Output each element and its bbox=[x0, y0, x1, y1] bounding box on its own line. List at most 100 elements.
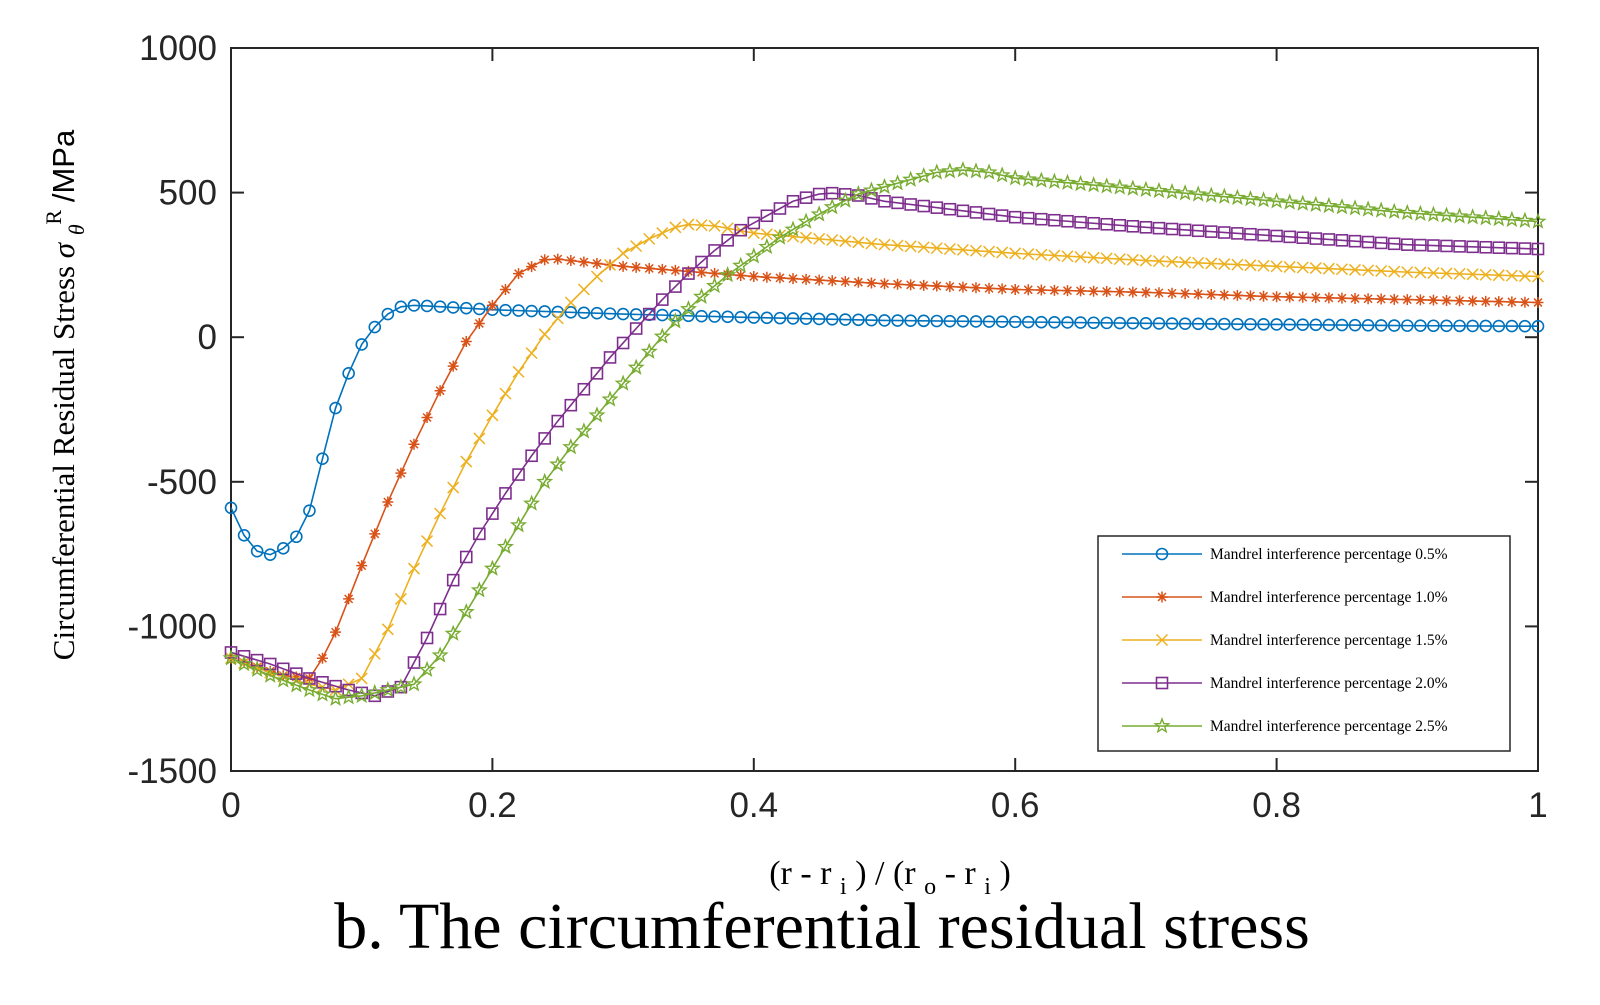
marker bbox=[1087, 251, 1100, 264]
marker bbox=[276, 542, 290, 555]
marker bbox=[760, 209, 774, 223]
marker bbox=[340, 688, 358, 705]
marker bbox=[930, 242, 943, 255]
marker bbox=[891, 196, 904, 210]
marker bbox=[1022, 284, 1034, 296]
marker bbox=[1215, 187, 1233, 204]
marker bbox=[1437, 206, 1456, 223]
marker bbox=[1152, 221, 1166, 235]
marker bbox=[1137, 180, 1155, 197]
figure-caption: b. The circumferential residual stress bbox=[334, 890, 1310, 963]
marker bbox=[1518, 270, 1531, 283]
marker bbox=[995, 209, 1009, 222]
marker bbox=[499, 487, 512, 500]
marker bbox=[1032, 171, 1050, 188]
marker bbox=[1359, 200, 1377, 217]
marker bbox=[1061, 250, 1074, 263]
marker bbox=[708, 244, 721, 257]
marker bbox=[407, 562, 421, 575]
marker bbox=[839, 235, 852, 248]
marker bbox=[812, 187, 826, 201]
marker bbox=[1045, 172, 1063, 189]
marker bbox=[1466, 240, 1479, 254]
marker bbox=[931, 280, 943, 292]
marker bbox=[1453, 240, 1466, 253]
marker bbox=[1231, 227, 1244, 240]
marker bbox=[1309, 262, 1322, 275]
marker bbox=[1035, 315, 1048, 329]
marker bbox=[1427, 319, 1440, 333]
marker bbox=[1322, 262, 1335, 275]
marker bbox=[627, 358, 645, 375]
marker bbox=[1074, 215, 1087, 229]
marker bbox=[405, 675, 423, 692]
marker bbox=[617, 260, 629, 272]
marker bbox=[1349, 292, 1361, 304]
marker bbox=[747, 311, 761, 324]
marker bbox=[1061, 214, 1074, 228]
marker bbox=[330, 626, 342, 638]
marker bbox=[1218, 317, 1231, 331]
marker bbox=[666, 312, 684, 329]
marker bbox=[1150, 181, 1168, 199]
marker bbox=[1375, 293, 1387, 305]
marker bbox=[1218, 226, 1231, 239]
marker bbox=[758, 237, 776, 255]
marker bbox=[564, 306, 578, 319]
marker bbox=[1165, 317, 1179, 330]
marker bbox=[1519, 296, 1531, 308]
marker bbox=[852, 189, 865, 202]
marker bbox=[1113, 218, 1127, 232]
marker bbox=[1271, 291, 1283, 303]
legend-label: Mandrel interference percentage 2.0% bbox=[1210, 675, 1448, 692]
marker bbox=[496, 537, 515, 555]
marker bbox=[1385, 202, 1403, 219]
marker bbox=[1231, 258, 1244, 271]
marker bbox=[1411, 204, 1429, 221]
marker bbox=[787, 273, 799, 285]
marker bbox=[1372, 201, 1390, 218]
marker bbox=[1492, 269, 1505, 282]
marker bbox=[1074, 316, 1087, 329]
marker bbox=[1310, 292, 1322, 304]
marker bbox=[852, 236, 865, 249]
marker bbox=[433, 300, 447, 314]
marker bbox=[1035, 248, 1048, 261]
marker bbox=[1139, 254, 1152, 267]
marker bbox=[865, 277, 877, 289]
marker bbox=[1191, 224, 1205, 238]
marker bbox=[588, 406, 606, 423]
marker bbox=[1019, 170, 1037, 187]
marker bbox=[1427, 266, 1440, 280]
marker bbox=[1021, 211, 1035, 225]
marker bbox=[1477, 209, 1495, 226]
legend-entry: Mandrel interference percentage 0.5% bbox=[1122, 546, 1448, 563]
marker bbox=[799, 191, 813, 204]
marker bbox=[1124, 179, 1142, 196]
marker bbox=[930, 314, 944, 328]
marker bbox=[577, 283, 590, 296]
marker bbox=[969, 244, 983, 257]
marker bbox=[810, 205, 828, 222]
marker bbox=[1085, 176, 1103, 193]
marker bbox=[1529, 212, 1547, 229]
marker bbox=[526, 261, 538, 273]
marker bbox=[1283, 260, 1296, 273]
marker bbox=[983, 245, 996, 258]
legend-entry: Mandrel interference percentage 1.0% bbox=[1122, 589, 1448, 606]
x-tick-label: 1 bbox=[1528, 786, 1547, 825]
marker bbox=[969, 315, 983, 328]
marker bbox=[1126, 219, 1140, 233]
marker bbox=[1166, 255, 1179, 268]
marker bbox=[525, 449, 538, 463]
marker bbox=[1506, 296, 1518, 308]
series-1 bbox=[224, 299, 1545, 561]
marker bbox=[1257, 259, 1270, 272]
marker bbox=[1257, 228, 1270, 242]
marker bbox=[287, 676, 305, 693]
marker bbox=[1179, 256, 1192, 269]
marker bbox=[1414, 266, 1427, 279]
marker bbox=[1532, 296, 1544, 308]
marker bbox=[1335, 263, 1348, 276]
marker bbox=[1127, 286, 1139, 298]
